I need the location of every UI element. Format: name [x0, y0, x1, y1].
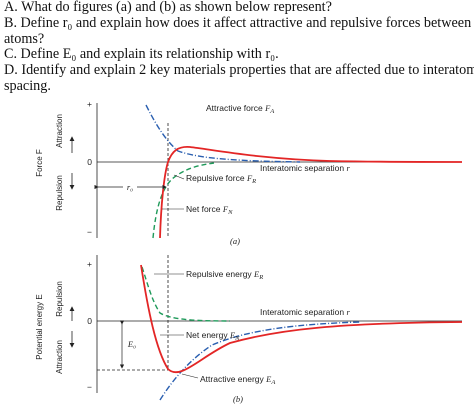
question-b-line2: atoms?: [4, 30, 45, 47]
fig-b-potential-label: Potential energy E: [35, 294, 44, 359]
fig-a-repulsion-label: Repulsion: [55, 175, 64, 211]
fig-a-r0-mask: [123, 181, 137, 191]
fig-a-attractive-curve: [145, 104, 301, 163]
fig-b-attraction-label: Attraction: [55, 340, 64, 374]
fig-b-zero: 0: [87, 316, 92, 326]
fig-b-plus: +: [87, 259, 92, 269]
question-b-line1: B. Define r₀ and explain how does it aff…: [4, 14, 472, 31]
fig-a-zero: 0: [87, 157, 92, 167]
fig-b-net-label: Net energy EN: [186, 330, 240, 342]
fig-a-attraction-label: Attraction: [55, 114, 64, 148]
fig-b-repulsive-curve: [141, 266, 231, 322]
fig-a-net-curve: [159, 146, 463, 239]
interatomic-figure: + 0 − Attraction Force F Repulsion r₀ At…: [35, 99, 463, 404]
question-d-line2: spacing.: [4, 77, 51, 94]
fig-a-minus: −: [87, 227, 92, 237]
fig-b-minus: −: [87, 382, 92, 392]
question-d-line1: D. Identify and explain 2 key materials …: [4, 62, 474, 79]
fig-b-e0-label: E₀: [127, 339, 136, 349]
fig-a-separation-label: Interatomic separation r: [260, 163, 350, 173]
fig-b-attractive-label: Attractive energy EA: [200, 374, 275, 386]
fig-b-separation-label: Interatomic separation r: [260, 307, 350, 317]
fig-a-force-label: Force F: [35, 149, 44, 177]
question-text: A. What do figures (a) and (b) as shown …: [4, 0, 474, 95]
fig-b-net-curve: [140, 264, 463, 374]
fig-a-caption: (a): [230, 236, 240, 246]
fig-a-repulsive-label: Repulsive force FR: [186, 173, 256, 185]
fig-b-caption: (b): [233, 394, 243, 404]
fig-a-repulsive-leader: [173, 174, 185, 180]
figure-b: + 0 − Potential energy E Repulsion Attra…: [35, 255, 463, 404]
fig-a-net-label: Net force FN: [186, 204, 233, 216]
fig-b-attractive-curve: [159, 321, 361, 401]
fig-a-r0-label: r₀: [127, 182, 133, 192]
fig-b-repulsive-label: Repulsive energy ER: [186, 269, 263, 281]
question-a: A. What do figures (a) and (b) as shown …: [4, 0, 332, 15]
question-c: C. Define E₀ and explain its relationshi…: [4, 46, 279, 63]
fig-b-attractive-leader: [181, 373, 199, 379]
fig-a-attractive-label: Attractive force FA: [206, 103, 274, 115]
figure-a: + 0 − Attraction Force F Repulsion r₀ At…: [35, 99, 463, 246]
fig-b-repulsion-label: Repulsion: [55, 281, 64, 317]
fig-b-e0-mask: [126, 339, 138, 349]
fig-a-plus: +: [87, 99, 92, 109]
